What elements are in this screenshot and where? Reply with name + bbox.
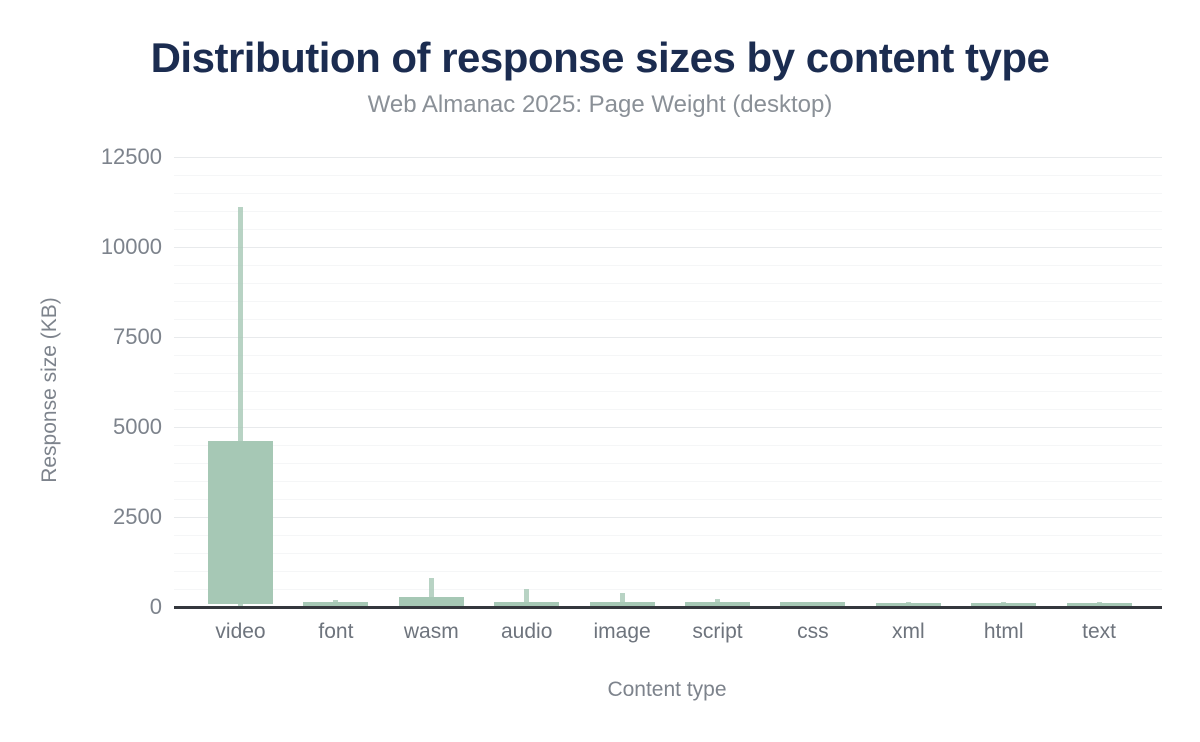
y-grid-minor-line [174, 300, 1162, 302]
y-tick-label: 7500 [113, 324, 162, 349]
bar-box [1066, 602, 1132, 607]
y-tick-label: 2500 [113, 504, 162, 529]
x-tick-label: xml [891, 620, 925, 643]
bar-whisker [428, 578, 434, 607]
y-grid-minor-line [174, 282, 1162, 284]
y-grid-minor-line [174, 264, 1162, 266]
bar-box [875, 602, 941, 607]
y-tick-label: 0 [149, 594, 162, 619]
y-grid-minor-line [174, 534, 1162, 536]
y-grid-minor-line [174, 174, 1162, 176]
y-tick-label: 12500 [100, 144, 162, 169]
chart-title: Distribution of response sizes by conten… [150, 34, 1050, 81]
bar-whisker [238, 207, 243, 607]
bar-box [494, 601, 560, 607]
y-axis-title: Response size (KB) [38, 297, 61, 483]
bar-box [685, 602, 750, 607]
bar-box [303, 601, 369, 607]
y-grid-minor-line [174, 408, 1162, 410]
x-tick-label: wasm [403, 620, 459, 643]
y-grid-major-line [174, 246, 1162, 248]
bar-whisker [619, 592, 625, 607]
bar-box [208, 441, 273, 605]
y-grid-minor-line [174, 480, 1162, 482]
y-grid-major-line [174, 336, 1162, 338]
y-grid-minor-line [174, 210, 1162, 212]
chart-subtitle: Web Almanac 2025: Page Weight (desktop) [367, 91, 833, 118]
y-grid-minor-line [174, 390, 1162, 392]
bar-whisker [524, 589, 530, 607]
x-tick-label: image [593, 620, 651, 643]
x-tick-label: text [1082, 620, 1117, 643]
x-axis-line [174, 606, 1162, 609]
x-tick-label: audio [500, 620, 553, 643]
y-grid-minor-line [174, 462, 1162, 464]
y-grid-minor-line [174, 588, 1162, 590]
y-grid-minor-line [174, 498, 1162, 500]
y-grid-minor-line [174, 192, 1162, 194]
x-tick-label: video [215, 620, 266, 643]
bar-box [971, 602, 1037, 607]
x-axis-title: Content type [607, 678, 727, 701]
x-tick-label: script [692, 620, 743, 643]
y-grid-minor-line [174, 552, 1162, 554]
x-tick-label: html [983, 620, 1024, 643]
bar-box [780, 602, 846, 607]
y-grid-minor-line [174, 372, 1162, 374]
y-grid-major-line [174, 426, 1162, 428]
y-grid-minor-line [174, 228, 1162, 230]
y-tick-label: 5000 [113, 414, 162, 439]
y-grid-major-line [174, 516, 1162, 518]
y-grid-minor-line [174, 354, 1162, 356]
bar-box [398, 597, 464, 607]
y-grid-minor-line [174, 444, 1162, 446]
y-grid-minor-line [174, 570, 1162, 572]
x-tick-label: font [318, 620, 354, 643]
y-grid-minor-line [174, 318, 1162, 320]
y-grid-major-line [174, 156, 1162, 158]
y-tick-label: 10000 [100, 234, 162, 259]
bar-box [589, 601, 655, 607]
x-tick-label: css [797, 620, 829, 643]
